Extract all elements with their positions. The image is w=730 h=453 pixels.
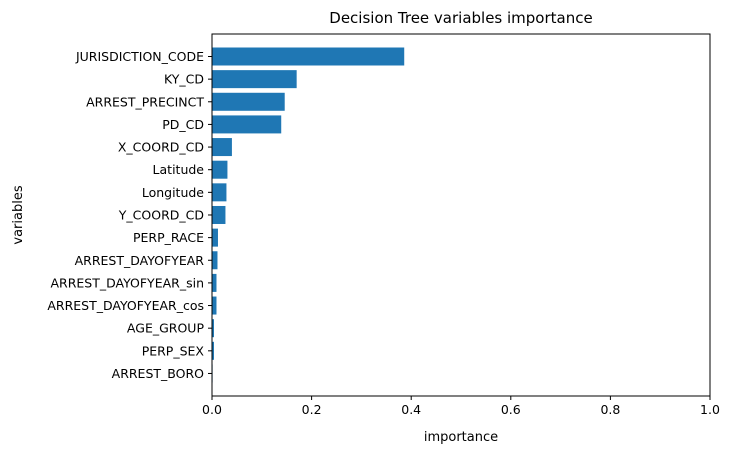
y-tick-label: JURISDICTION_CODE [75,49,204,64]
bar-arrest-dayofyear [212,251,218,270]
bars-group [212,47,405,383]
bar-arrest-dayofyear-cos [212,296,217,315]
y-tick-label: ARREST_DAYOFYEAR [75,253,205,268]
bar-arrest-precinct [212,92,285,111]
bar-x-coord-cd [212,138,232,157]
bar-jurisdiction-code [212,47,405,66]
bar-longitude [212,183,227,202]
y-tick-label: AGE_GROUP [127,321,205,336]
y-tick-label: Y_COORD_CD [118,207,204,222]
bar-ky-cd [212,70,297,89]
plot-frame [211,33,711,397]
y-tick-label: ARREST_PRECINCT [86,94,204,109]
chart-title: Decision Tree variables importance [329,9,592,27]
y-tick-label: PERP_RACE [133,230,204,245]
bar-perp-race [212,228,218,247]
bar-y-coord-cd [212,205,226,224]
y-tick-label: ARREST_BORO [112,366,205,381]
bar-pd-cd [212,115,282,134]
x-tick-label: 0.4 [401,402,421,417]
x-axis-label: importance [424,430,498,445]
y-tick-label: ARREST_DAYOFYEAR_sin [50,275,204,290]
y-tick-label: ARREST_DAYOFYEAR_cos [47,298,204,313]
bar-arrest-dayofyear-sin [212,273,217,292]
y-tick-label: Longitude [142,185,204,200]
y-axis-ticks: JURISDICTION_CODE KY_CD ARREST_PRECINCT PD_… [47,49,212,381]
y-tick-label: X_COORD_CD [118,140,204,155]
bar-perp-sex [212,341,214,360]
x-axis-ticks: 0.0 0.2 0.4 0.6 0.8 1.0 [202,396,720,417]
x-tick-label: 0.2 [302,402,322,417]
bar-latitude [212,160,228,179]
y-tick-label: Latitude [153,162,205,177]
y-tick-label: PD_CD [162,117,204,132]
y-tick-label: PERP_SEX [142,343,205,358]
bar-age-group [212,319,214,338]
x-tick-label: 0.6 [501,402,521,417]
x-tick-label: 0.8 [600,402,620,417]
x-tick-label: 1.0 [700,402,720,417]
x-tick-label: 0.0 [202,402,222,417]
y-tick-label: KY_CD [164,72,204,87]
y-axis-label: variables [11,185,26,244]
